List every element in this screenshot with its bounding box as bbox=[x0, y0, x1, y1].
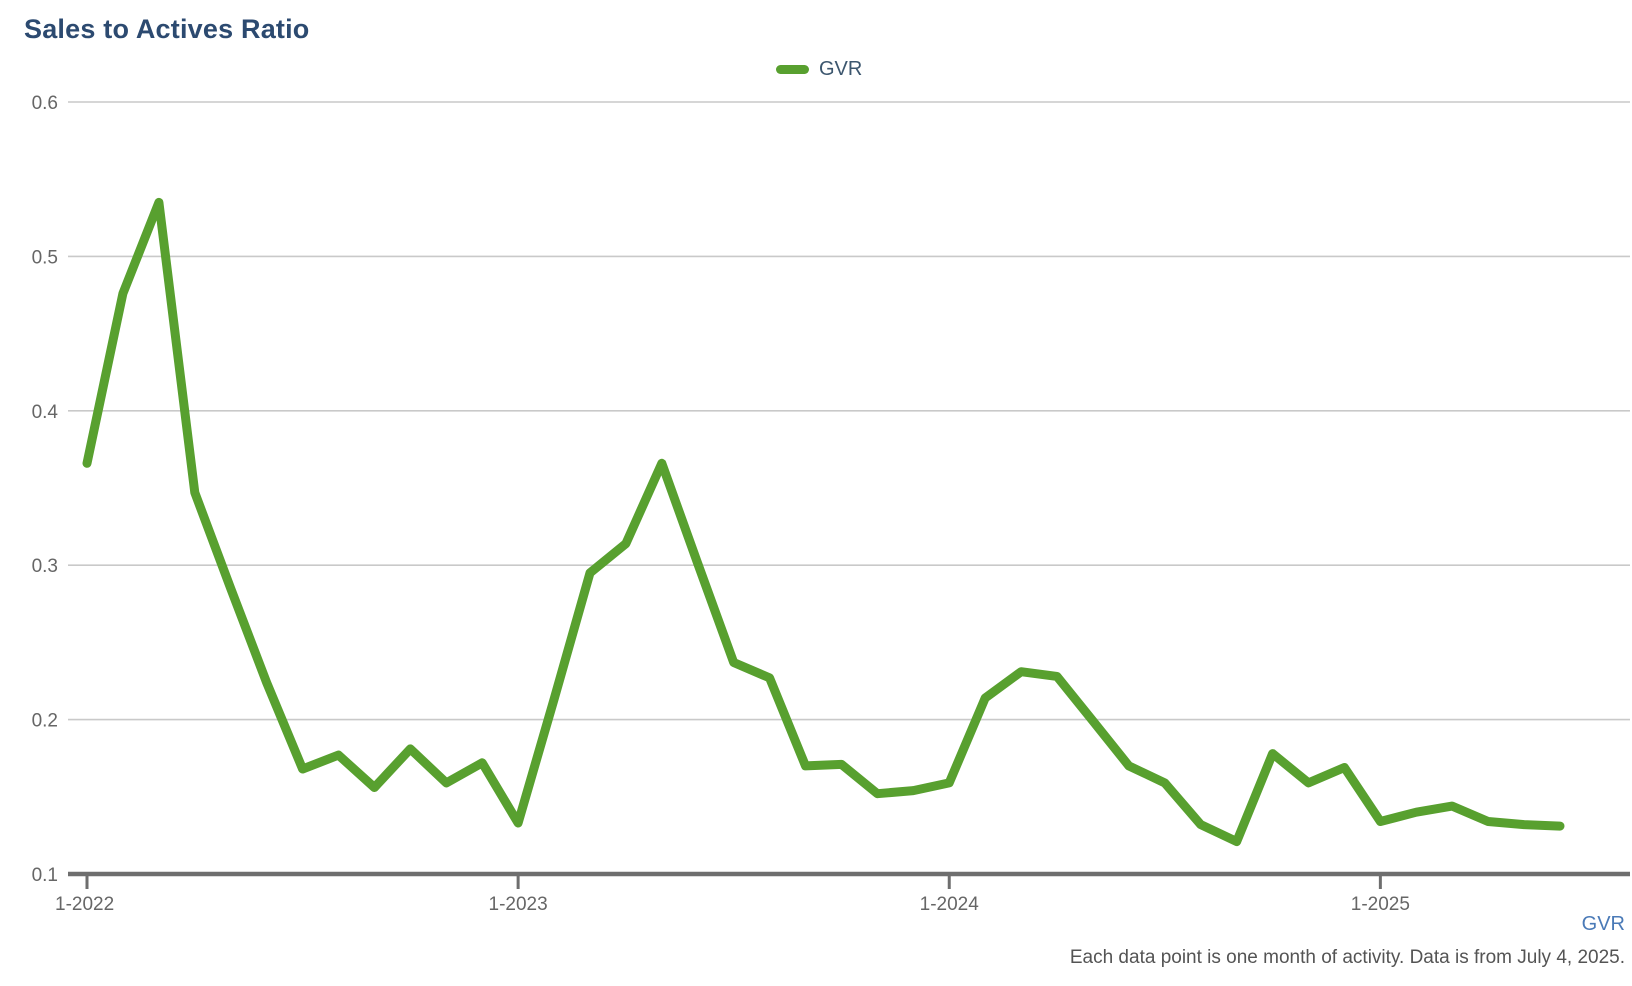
gvr-link[interactable]: GVR bbox=[1581, 913, 1625, 935]
y-tick-label: 0.1 bbox=[32, 865, 58, 886]
legend-label: GVR bbox=[819, 58, 863, 80]
y-tick-label: 0.2 bbox=[32, 711, 58, 732]
footnote: Each data point is one month of activity… bbox=[1069, 947, 1625, 968]
y-tick-label: 0.3 bbox=[32, 556, 58, 577]
x-tick-label: 1-2024 bbox=[920, 894, 980, 915]
gvr-series-line[interactable] bbox=[82, 197, 1565, 847]
page-title: Sales to Actives Ratio bbox=[24, 14, 310, 44]
x-tick-label: 1-2023 bbox=[489, 894, 548, 915]
y-tick-label: 0.6 bbox=[32, 93, 58, 114]
x-tick-label: 1-2025 bbox=[1351, 894, 1410, 915]
y-tick-label: 0.5 bbox=[32, 247, 58, 268]
x-tick-label: 1-2022 bbox=[55, 894, 114, 915]
legend-item-gvr[interactable]: GVR bbox=[776, 58, 862, 81]
y-tick-label: 0.4 bbox=[32, 402, 59, 423]
legend-swatch-icon bbox=[776, 65, 809, 74]
